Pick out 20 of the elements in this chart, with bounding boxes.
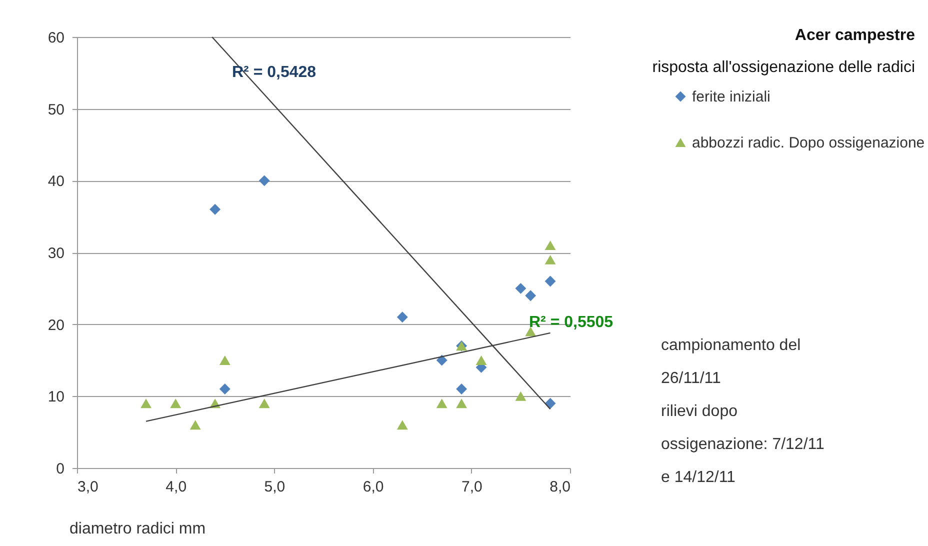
x-tick-label: 7,0 [461,478,482,496]
y-tick-label: 30 [48,245,64,262]
y-tick-label: 40 [48,173,64,190]
y-tick-label: 50 [48,101,64,118]
text: rilievi dopo ossigenazione: 7/12/11 e 14/12/11 [661,403,824,486]
y-tick-label: 20 [48,316,64,334]
x-axis-title: diametro radici mm [70,520,206,538]
legend-label: ferite iniziali [692,88,770,106]
x-tick-label: 8,0 [550,478,570,496]
y-tick-label: 60 [48,30,64,46]
x-tick-label: 5,0 [264,478,286,496]
text: risposta all'ossigenazione delle radici [652,59,915,76]
y-tick-label: 0 [56,460,64,478]
annotation: R² = 0,5505 [529,314,614,331]
legend-label: abbozzi radic. Dopo ossigenazione [692,134,925,152]
y-tick-label: 10 [48,388,64,406]
text: Acer campestre [794,27,916,44]
x-tick-label: 3,0 [78,478,98,496]
x-tick-label: 4,0 [166,478,187,496]
x-tick-label: 6,0 [362,478,384,496]
